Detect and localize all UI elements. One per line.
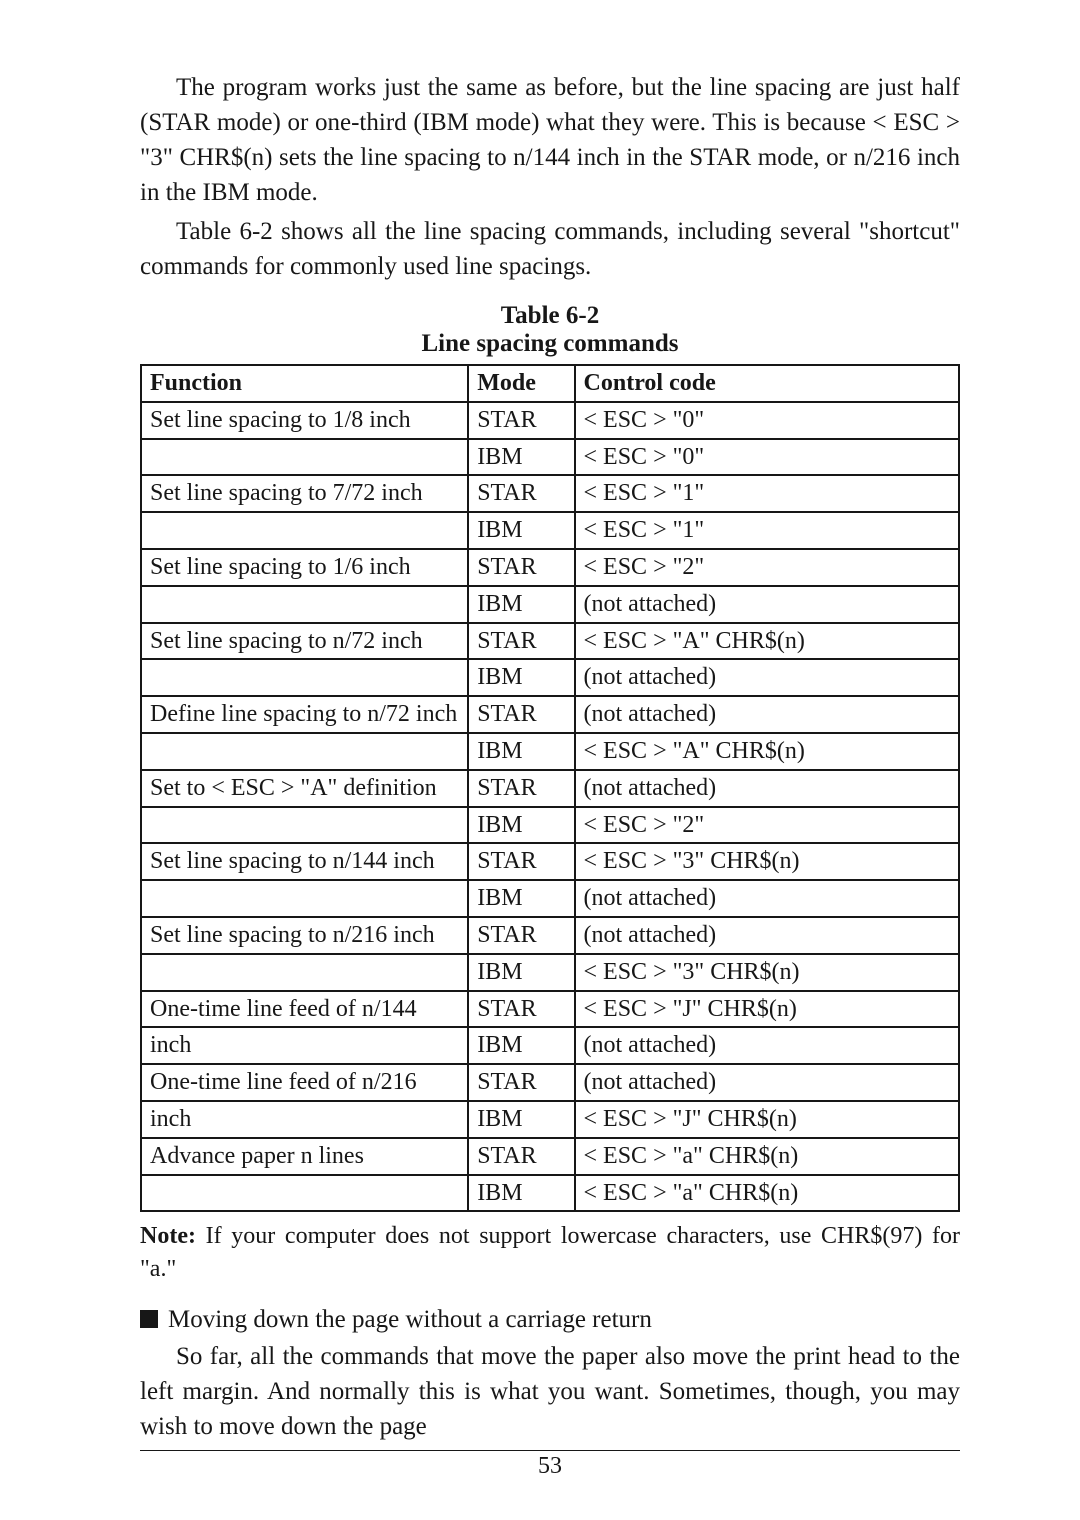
note-prefix: Note: xyxy=(140,1223,196,1249)
table-body: Set line spacing to 1/8 inchSTAR< ESC > … xyxy=(141,402,959,1212)
table-row: IBM< ESC > "2" xyxy=(141,807,959,844)
col-mode: Mode xyxy=(468,365,574,402)
table-row: IBM(not attached) xyxy=(141,659,959,696)
footer-rule xyxy=(140,1450,960,1451)
section-heading-text: Moving down the page without a carriage … xyxy=(168,1306,652,1333)
table-row: One-time line feed of n/216STAR(not atta… xyxy=(141,1064,959,1101)
table-row: Define line spacing to n/72 inchSTAR(not… xyxy=(141,696,959,733)
page-container: The program works just the same as befor… xyxy=(0,0,1080,1520)
page-number: 53 xyxy=(140,1453,960,1480)
section-heading: Moving down the page without a carriage … xyxy=(140,1303,960,1337)
table-row: IBM(not attached) xyxy=(141,880,959,917)
col-control-code: Control code xyxy=(575,365,959,402)
paragraph-2: Table 6-2 shows all the line spacing com… xyxy=(140,214,960,284)
table-row: Set line spacing to 1/6 inchSTAR< ESC > … xyxy=(141,549,959,586)
table-number: Table 6-2 xyxy=(140,302,960,330)
paragraph-1: The program works just the same as befor… xyxy=(140,70,960,210)
table-row: inchIBM< ESC > "J" CHR$(n) xyxy=(141,1101,959,1138)
table-row: Set line spacing to 1/8 inchSTAR< ESC > … xyxy=(141,402,959,439)
table-row: Set line spacing to n/144 inchSTAR< ESC … xyxy=(141,843,959,880)
table-row: IBM< ESC > "1" xyxy=(141,512,959,549)
table-note: Note: If your computer does not support … xyxy=(140,1220,960,1285)
table-title: Line spacing commands xyxy=(140,330,960,358)
section-body: So far, all the commands that move the p… xyxy=(140,1339,960,1444)
table-row: Set line spacing to 7/72 inchSTAR< ESC >… xyxy=(141,475,959,512)
table-row: Set line spacing to n/216 inchSTAR(not a… xyxy=(141,917,959,954)
note-text: If your computer does not support lowerc… xyxy=(140,1223,960,1281)
table-row: Set to < ESC > "A" definitionSTAR(not at… xyxy=(141,770,959,807)
table-row: inchIBM(not attached) xyxy=(141,1027,959,1064)
table-row: IBM< ESC > "3" CHR$(n) xyxy=(141,954,959,991)
table-header-row: Function Mode Control code xyxy=(141,365,959,402)
line-spacing-table: Function Mode Control code Set line spac… xyxy=(140,364,960,1212)
table-row: Advance paper n linesSTAR< ESC > "a" CHR… xyxy=(141,1138,959,1175)
table-row: Set line spacing to n/72 inchSTAR< ESC >… xyxy=(141,623,959,660)
col-function: Function xyxy=(141,365,468,402)
table-row: One-time line feed of n/144STAR< ESC > "… xyxy=(141,991,959,1028)
table-row: IBM< ESC > "a" CHR$(n) xyxy=(141,1175,959,1212)
table-row: IBM< ESC > "A" CHR$(n) xyxy=(141,733,959,770)
table-row: IBM< ESC > "0" xyxy=(141,439,959,476)
square-bullet-icon xyxy=(140,1310,158,1328)
table-row: IBM(not attached) xyxy=(141,586,959,623)
